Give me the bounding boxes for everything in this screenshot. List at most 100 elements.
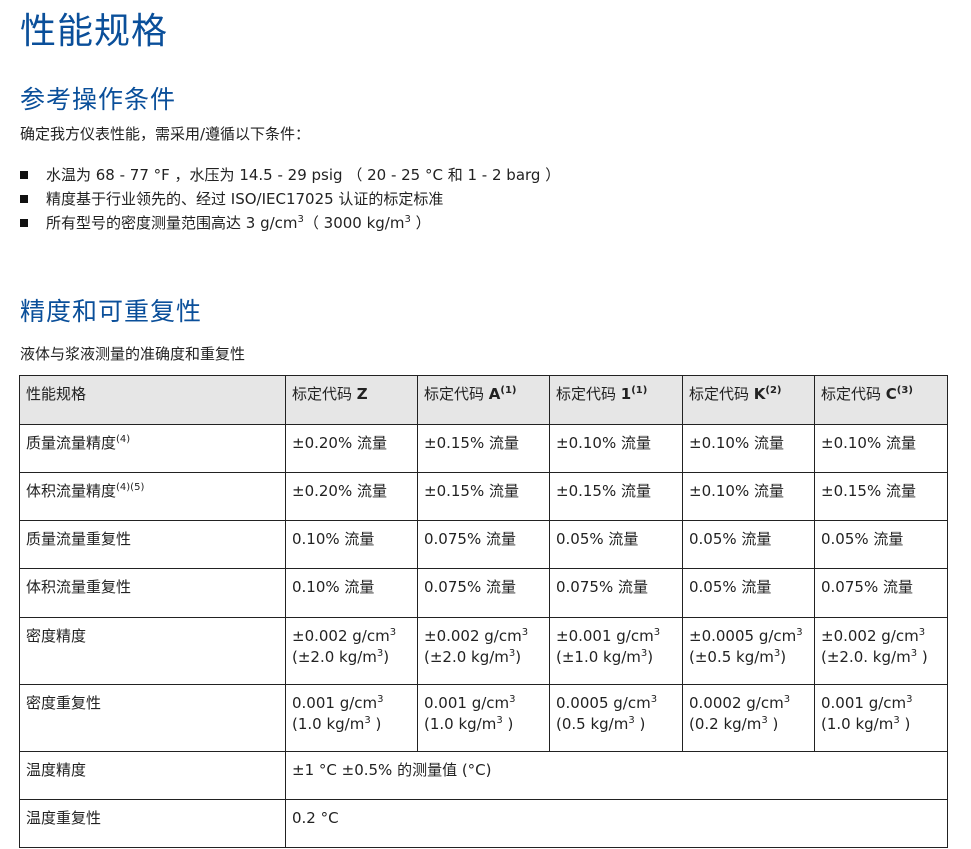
text-segment: ±0.15% 流量 — [821, 482, 916, 500]
text-segment: 0.001 g/cm — [821, 694, 907, 712]
table-cell: ±0.001 g/cm3 (±1.0 kg/m3) — [549, 617, 683, 685]
table-cell: 0.2 °C — [285, 799, 948, 848]
cell-line: (±2.0 kg/m3) — [292, 647, 411, 668]
cell-line: ±0.002 g/cm3 — [292, 626, 411, 647]
table-cell: ±0.002 g/cm3 (±2.0. kg/m3 ) — [814, 617, 948, 685]
text-segment: 精度基于行业领先的、经过 ISO/IEC17025 认证的标定标准 — [46, 190, 444, 208]
superscript: 3 — [364, 715, 371, 726]
cell-line: 0.001 g/cm3 — [292, 693, 411, 714]
accuracy-table: 性能规格 标定代码 Z 标定代码 A(1) 标定代码 1(1) 标定代码 K(2) 标定代… — [19, 375, 948, 848]
table-row: 质量流量精度(4) ±0.20% 流量 ±0.15% 流量 ±0.10% 流量 ±0.1… — [19, 424, 948, 473]
superscript: (4)(5) — [116, 482, 145, 493]
text-segment: ） — [410, 214, 431, 232]
list-item-text: 所有型号的密度测量范围高达 3 g/cm3（ 3000 kg/m3 ） — [46, 212, 431, 234]
table-header-row: 性能规格 标定代码 Z 标定代码 A(1) 标定代码 1(1) 标定代码 K(2) 标定代… — [19, 375, 948, 425]
table-cell: ±0.20% 流量 — [285, 424, 418, 473]
superscript: 3 — [761, 715, 768, 726]
text-segment: ) — [502, 715, 514, 733]
calibration-code: 1 — [620, 385, 632, 403]
list-item: 所有型号的密度测量范围高达 3 g/cm3（ 3000 kg/m3 ） — [20, 211, 560, 235]
text-segment: ±0.20% 流量 — [292, 482, 387, 500]
column-header: 性能规格 — [19, 375, 286, 425]
text-segment: ±0.15% 流量 — [424, 434, 519, 452]
table-cell: 0.10% 流量 — [285, 520, 418, 569]
text-segment: (±2.0. kg/m — [821, 648, 911, 666]
intro-text: 确定我方仪表性能，需采用/遵循以下条件： — [20, 125, 311, 143]
row-label: 温度重复性 — [19, 799, 286, 848]
text-segment: 温度精度 — [26, 761, 87, 779]
text-segment: 0.2 °C — [292, 809, 339, 827]
cell-line: ±0.15% 流量 — [424, 481, 543, 502]
superscript: 3 — [508, 648, 516, 659]
list-item: 精度基于行业领先的、经过 ISO/IEC17025 认证的标定标准 — [20, 187, 560, 211]
table-row: 温度重复性 0.2 °C — [19, 799, 948, 848]
header-label: 标定代码 — [424, 385, 489, 403]
text-segment: 0.10% 流量 — [292, 530, 375, 548]
table-caption: 液体与浆液测量的准确度和重复性 — [20, 345, 246, 363]
table-cell: 0.075% 流量 — [417, 520, 550, 569]
table-row: 体积流量精度(4)(5) ±0.20% 流量 ±0.15% 流量 ±0.15% 流量 ±… — [19, 472, 948, 521]
text-segment: ±0.10% 流量 — [689, 482, 784, 500]
text-segment: (1.0 kg/m — [821, 715, 894, 733]
cell-line: ±0.15% 流量 — [556, 481, 676, 502]
column-header: 标定代码 C(3) — [814, 375, 948, 425]
calibration-code: K — [753, 385, 766, 403]
cell-line: 0.10% 流量 — [292, 577, 411, 598]
cell-line: 0.075% 流量 — [424, 577, 543, 598]
table-cell: ±0.15% 流量 — [814, 472, 948, 521]
text-segment: 0.0005 g/cm — [556, 694, 651, 712]
footnote-ref: (1) — [500, 385, 517, 396]
cell-line: (1.0 kg/m3 ) — [424, 714, 543, 735]
table-row: 密度重复性 0.001 g/cm3 (1.0 kg/m3 ) 0.001 g/cm3(… — [19, 684, 948, 752]
text-segment: (0.5 kg/m — [556, 715, 629, 733]
text-segment: (1.0 kg/m — [292, 715, 365, 733]
superscript: 3 — [640, 648, 648, 659]
text-segment: ) — [383, 648, 390, 666]
footnote-ref: (1) — [631, 385, 648, 396]
table-cell: ±0.15% 流量 — [549, 472, 683, 521]
text-segment: （ 3000 kg/m — [303, 214, 405, 232]
text-segment: ±1 °C ±0.5% 的测量值 (°C) — [292, 761, 492, 779]
table-cell: ±0.10% 流量 — [682, 472, 815, 521]
text-segment: ±0.15% 流量 — [424, 482, 519, 500]
superscript: 3 — [906, 694, 913, 705]
table-cell: ±0.0005 g/cm3 (±0.5 kg/m3) — [682, 617, 815, 685]
text-segment: 质量流量精度 — [26, 434, 117, 452]
text-segment: ±0.10% 流量 — [821, 434, 916, 452]
text-segment: 0.05% 流量 — [689, 530, 772, 548]
table-cell: 0.001 g/cm3 (1.0 kg/m3 ) — [814, 684, 948, 752]
table-cell: 0.10% 流量 — [285, 568, 418, 618]
text-segment: ±0.0005 g/cm — [689, 627, 797, 645]
table-row: 温度精度 ±1 °C ±0.5% 的测量值 (°C) — [19, 751, 948, 800]
cell-line: (±2.0. kg/m3 ) — [821, 647, 941, 668]
text-segment: ±0.001 g/cm — [556, 627, 654, 645]
table-cell: 0.075% 流量 — [417, 568, 550, 618]
superscript: 3 — [893, 715, 900, 726]
cell-line: 0.001 g/cm3 — [424, 693, 543, 714]
square-bullet-icon — [20, 195, 28, 203]
superscript: 3 — [783, 694, 791, 705]
list-item-text: 水温为 68 - 77 °F ，水压为 14.5 - 29 psig （ 20 … — [46, 164, 560, 186]
table-cell: 0.05% 流量 — [682, 520, 815, 569]
table-cell: 0.0005 g/cm 3 (0.5 kg/m3 ) — [549, 684, 683, 752]
cell-line: 0.001 g/cm3 — [821, 693, 941, 714]
text-segment: ) — [647, 648, 654, 666]
square-bullet-icon — [20, 171, 28, 179]
row-label: 密度精度 — [19, 617, 286, 685]
conditions-list: 水温为 68 - 77 °F ，水压为 14.5 - 29 psig （ 20 … — [20, 163, 560, 235]
text-segment: 质量流量重复性 — [26, 530, 132, 548]
text-segment: ) — [767, 715, 779, 733]
text-segment: ±0.20% 流量 — [292, 434, 387, 452]
superscript: 3 — [389, 627, 397, 638]
section-heading-accuracy: 精度和可重复性 — [20, 297, 203, 326]
superscript: 3 — [404, 214, 411, 225]
superscript: 3 — [628, 715, 635, 726]
text-segment: 体积流量重复性 — [26, 578, 132, 596]
table-cell: ±0.10% 流量 — [549, 424, 683, 473]
table-cell: ±0.002 g/cm3 (±2.0 kg/m3) — [417, 617, 550, 685]
text-segment: 0.10% 流量 — [292, 578, 375, 596]
cell-line: 0.10% 流量 — [292, 529, 411, 550]
cell-line: ±0.10% 流量 — [556, 433, 676, 454]
cell-line: (0.5 kg/m3 ) — [556, 714, 676, 735]
cell-line: ±0.002 g/cm3 — [821, 626, 941, 647]
